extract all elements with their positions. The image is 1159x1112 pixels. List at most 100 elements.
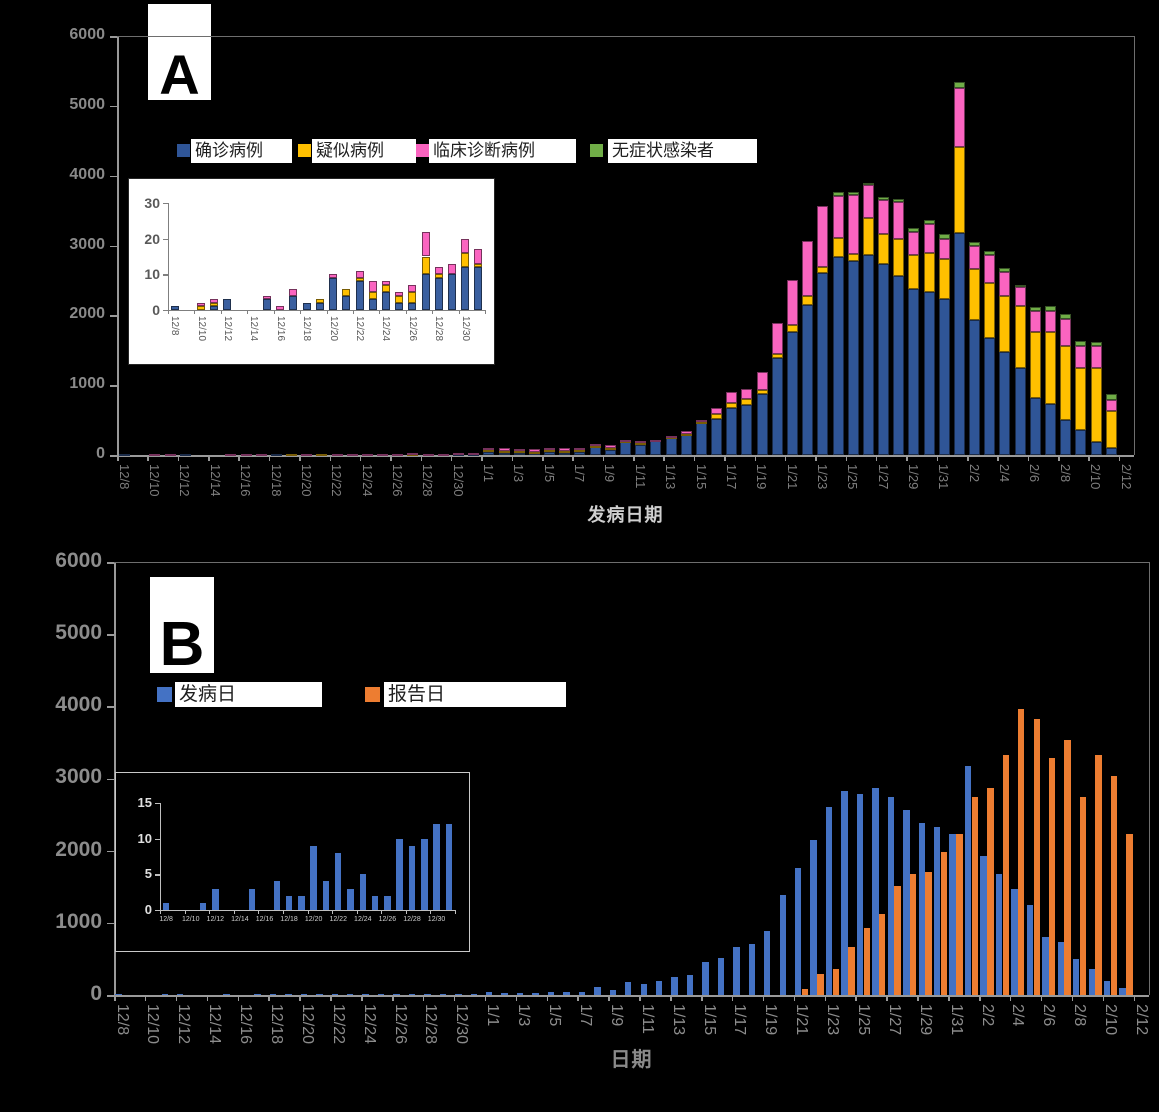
A-y-tick — [110, 455, 117, 457]
A-inset-bar-12/16-临床诊断病例 — [276, 306, 285, 310]
B-x-tick — [114, 995, 116, 1001]
A-inset-bar-12/8-确诊病例 — [170, 306, 179, 310]
A-y-tick-label: 6000 — [69, 26, 105, 44]
B-inset-x-tick — [233, 910, 235, 914]
A-inset-x-tick — [379, 310, 381, 314]
A-bar-1/28-确诊病例 — [893, 276, 905, 455]
A-inset-bar-12/10-疑似病例 — [197, 306, 206, 310]
A-inset-x-tick-label: 12/24 — [380, 316, 392, 342]
B-bar-12/17-发病日 — [254, 994, 261, 995]
B-inset-y-tick-label: 10 — [137, 830, 152, 846]
B-bar-1/31-发病日 — [949, 834, 956, 995]
B-bar-1/26-报告日 — [879, 914, 886, 995]
A-inset-x-tick-label: 12/26 — [406, 316, 418, 342]
B-bar-2/6-发病日 — [1042, 936, 1049, 995]
B-bar-2/9-发病日 — [1088, 969, 1095, 995]
A-x-tick-label: 1/1 — [481, 464, 497, 483]
A-inset-bar-12/25-疑似病例 — [395, 295, 404, 303]
A-bar-1/24-临床诊断病例 — [832, 195, 844, 238]
B-inset-bar-12/23-发病日 — [347, 888, 354, 910]
A-x-tick-label: 12/16 — [238, 464, 254, 497]
A-inset-y-tick-label: 20 — [144, 230, 160, 247]
B-x-tick-label: 1/19 — [762, 1004, 780, 1036]
A-x-tick — [542, 455, 544, 461]
B-bar-1/6-发病日 — [563, 992, 570, 995]
B-inset-x-tick — [307, 910, 309, 914]
A-plot-top-border — [117, 36, 1134, 37]
B-x-tick-label: 12/8 — [113, 1004, 131, 1036]
B-bar-1/2-发病日 — [501, 992, 508, 995]
A-legend-swatch-疑似病例 — [298, 144, 311, 157]
A-x-tick — [117, 455, 119, 461]
A-x-tick-label: 12/28 — [420, 464, 436, 497]
A-bar-2/2-无症状感染者 — [969, 242, 981, 247]
B-bar-1/26-发病日 — [872, 787, 879, 995]
B-bar-1/17-发病日 — [733, 946, 740, 995]
B-inset-bar-12/17-发病日 — [273, 881, 281, 910]
B-x-tick-label: 12/14 — [206, 1004, 224, 1045]
B-bar-1/31-报告日 — [956, 834, 963, 995]
A-inset-x-tick — [485, 310, 486, 314]
A-bar-2/10-无症状感染者 — [1090, 341, 1102, 347]
A-bar-1/20-临床诊断病例 — [771, 322, 783, 355]
A-inset-bar-12/10-临床诊断病例 — [197, 302, 206, 307]
A-bar-12/11-临床诊断病例 — [164, 454, 176, 457]
A-bar-1/18-临床诊断病例 — [741, 388, 753, 400]
A-inset-x-tick — [220, 310, 222, 314]
B-inset-x-tick — [184, 910, 186, 914]
A-bar-1/24-无症状感染者 — [832, 191, 844, 196]
A-y-tick-label: 3000 — [69, 235, 105, 253]
B-bar-12/25-发病日 — [377, 994, 385, 995]
A-bar-2/2-临床诊断病例 — [969, 246, 981, 269]
A-legend-swatch-无症状感染者 — [590, 144, 603, 157]
A-y-tick — [110, 105, 117, 108]
A-inset-bar-12/26-确诊病例 — [408, 302, 417, 310]
B-plot-right-border — [1149, 562, 1150, 995]
B-bar-1/3-发病日 — [516, 993, 524, 995]
B-bar-1/8-发病日 — [594, 987, 601, 995]
B-bar-1/27-报告日 — [894, 886, 901, 995]
A-inset-y-tick-label: 30 — [144, 195, 160, 211]
A-inset-y-tick-label: 10 — [144, 266, 160, 283]
A-bar-2/3-无症状感染者 — [984, 251, 996, 256]
A-bar-1/14-临床诊断病例 — [680, 430, 692, 434]
A-bar-1/22-确诊病例 — [802, 304, 814, 455]
A-bar-2/6-确诊病例 — [1029, 398, 1041, 455]
B-y-tick — [107, 778, 114, 780]
B-x-tick — [731, 995, 734, 1001]
A-x-tick-label: 1/7 — [572, 464, 588, 483]
B-x-tick — [330, 995, 332, 1001]
A-bar-1/11-确诊病例 — [635, 444, 647, 455]
A-bar-1/9-临床诊断病例 — [604, 444, 616, 448]
A-x-tick-label: 1/25 — [845, 464, 861, 490]
A-bar-2/4-无症状感染者 — [999, 268, 1011, 273]
B-bar-12/27-发病日 — [408, 994, 416, 995]
B-bar-2/7-报告日 — [1064, 739, 1071, 995]
B-inset-y-tick — [155, 910, 160, 912]
B-bar-12/12-发病日 — [177, 994, 184, 995]
B-x-tick-label: 12/22 — [329, 1004, 347, 1045]
A-x-tick-label: 2/2 — [966, 464, 982, 483]
A-x-tick-label: 2/8 — [1057, 464, 1073, 483]
A-bar-1/14-疑似病例 — [680, 433, 692, 436]
A-bar-2/8-临床诊断病例 — [1060, 318, 1072, 346]
A-bar-1/27-确诊病例 — [878, 263, 890, 455]
B-bar-1/20-发病日 — [779, 894, 786, 995]
A-x-tick — [299, 455, 301, 461]
B-bar-12/24-发病日 — [362, 994, 369, 995]
B-bar-12/22-发病日 — [331, 994, 338, 995]
A-bar-2/8-无症状感染者 — [1060, 313, 1072, 319]
A-inset-bar-12/22-临床诊断病例 — [355, 270, 364, 278]
A-inset-bar-12/20-确诊病例 — [329, 277, 338, 310]
A-x-tick-label: 2/12 — [1118, 464, 1134, 490]
A-x-tick — [845, 455, 848, 461]
A-x-tick-label: 12/10 — [147, 464, 163, 497]
A-bar-12/25-临床诊断病例 — [377, 453, 389, 456]
B-bar-1/24-发病日 — [841, 790, 848, 995]
A-bar-12/28-临床诊断病例 — [422, 453, 434, 456]
A-legend-label-临床诊断病例: 临床诊断病例 — [429, 139, 576, 163]
B-inset-x-tick-label: 12/10 — [181, 916, 200, 923]
B-inset-y-tick — [155, 838, 160, 840]
A-x-tick-label: 1/3 — [511, 464, 527, 483]
